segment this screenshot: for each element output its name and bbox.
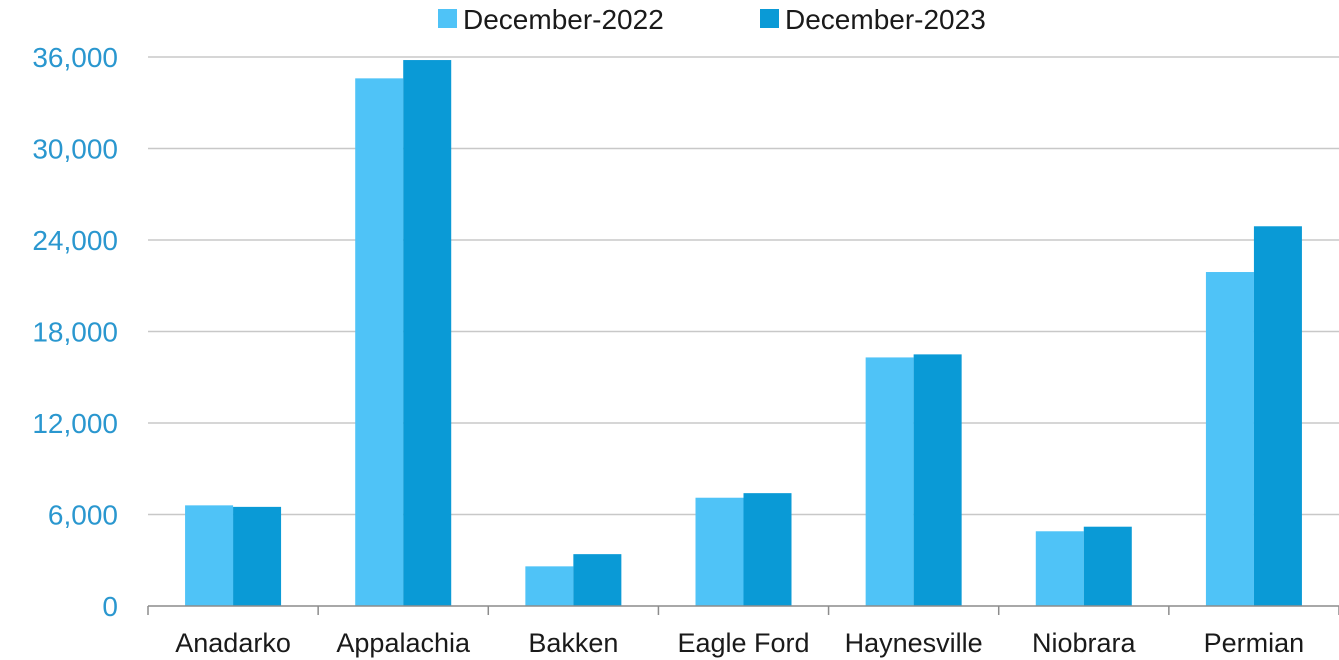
y-tick-label: 0 (102, 591, 118, 622)
bars (185, 60, 1302, 607)
y-tick-label: 6,000 (48, 500, 118, 531)
legend: December-2022 December-2023 (438, 4, 986, 35)
y-tick-label: 30,000 (32, 134, 118, 165)
x-category-label: Niobrara (1032, 628, 1137, 658)
x-axis (147, 605, 1339, 615)
x-axis-category-labels: Anadarko Appalachia Bakken Eagle Ford Haynes… (175, 628, 1304, 658)
bar-bakken-2022 (525, 566, 574, 606)
bar-permian-2023 (1253, 226, 1302, 606)
bar-appalachia-2022 (355, 78, 404, 607)
y-axis-tick-labels: 0 6,000 12,000 18,000 24,000 30,000 36,000 (32, 42, 118, 622)
bar-haynesville-2023 (913, 354, 962, 606)
x-category-label: Permian (1204, 628, 1305, 658)
bar-anadarko-2023 (233, 506, 282, 606)
legend-swatch (760, 9, 779, 28)
bar-niobrara-2023 (1083, 526, 1132, 606)
y-tick-label: 12,000 (32, 408, 118, 439)
bar-niobrara-2022 (1035, 531, 1084, 606)
bar-appalachia-2023 (403, 60, 452, 607)
legend-label: December-2022 (463, 4, 664, 35)
gridlines (148, 56, 1339, 516)
bar-permian-2022 (1205, 272, 1254, 606)
bar-eagle-ford-2023 (743, 493, 792, 606)
x-category-label: Appalachia (336, 628, 471, 658)
bar-bakken-2023 (573, 554, 622, 606)
y-tick-label: 36,000 (32, 42, 118, 73)
bar-anadarko-2022 (185, 505, 234, 606)
y-tick-label: 24,000 (32, 225, 118, 256)
bar-eagle-ford-2022 (695, 497, 744, 606)
legend-swatch (438, 9, 457, 28)
y-tick-label: 18,000 (32, 317, 118, 348)
x-category-label: Anadarko (175, 628, 291, 658)
legend-label: December-2023 (785, 4, 986, 35)
bar-haynesville-2022 (865, 357, 914, 606)
x-category-label: Bakken (528, 628, 618, 658)
x-category-label: Haynesville (845, 628, 983, 658)
x-category-label: Eagle Ford (677, 628, 809, 658)
